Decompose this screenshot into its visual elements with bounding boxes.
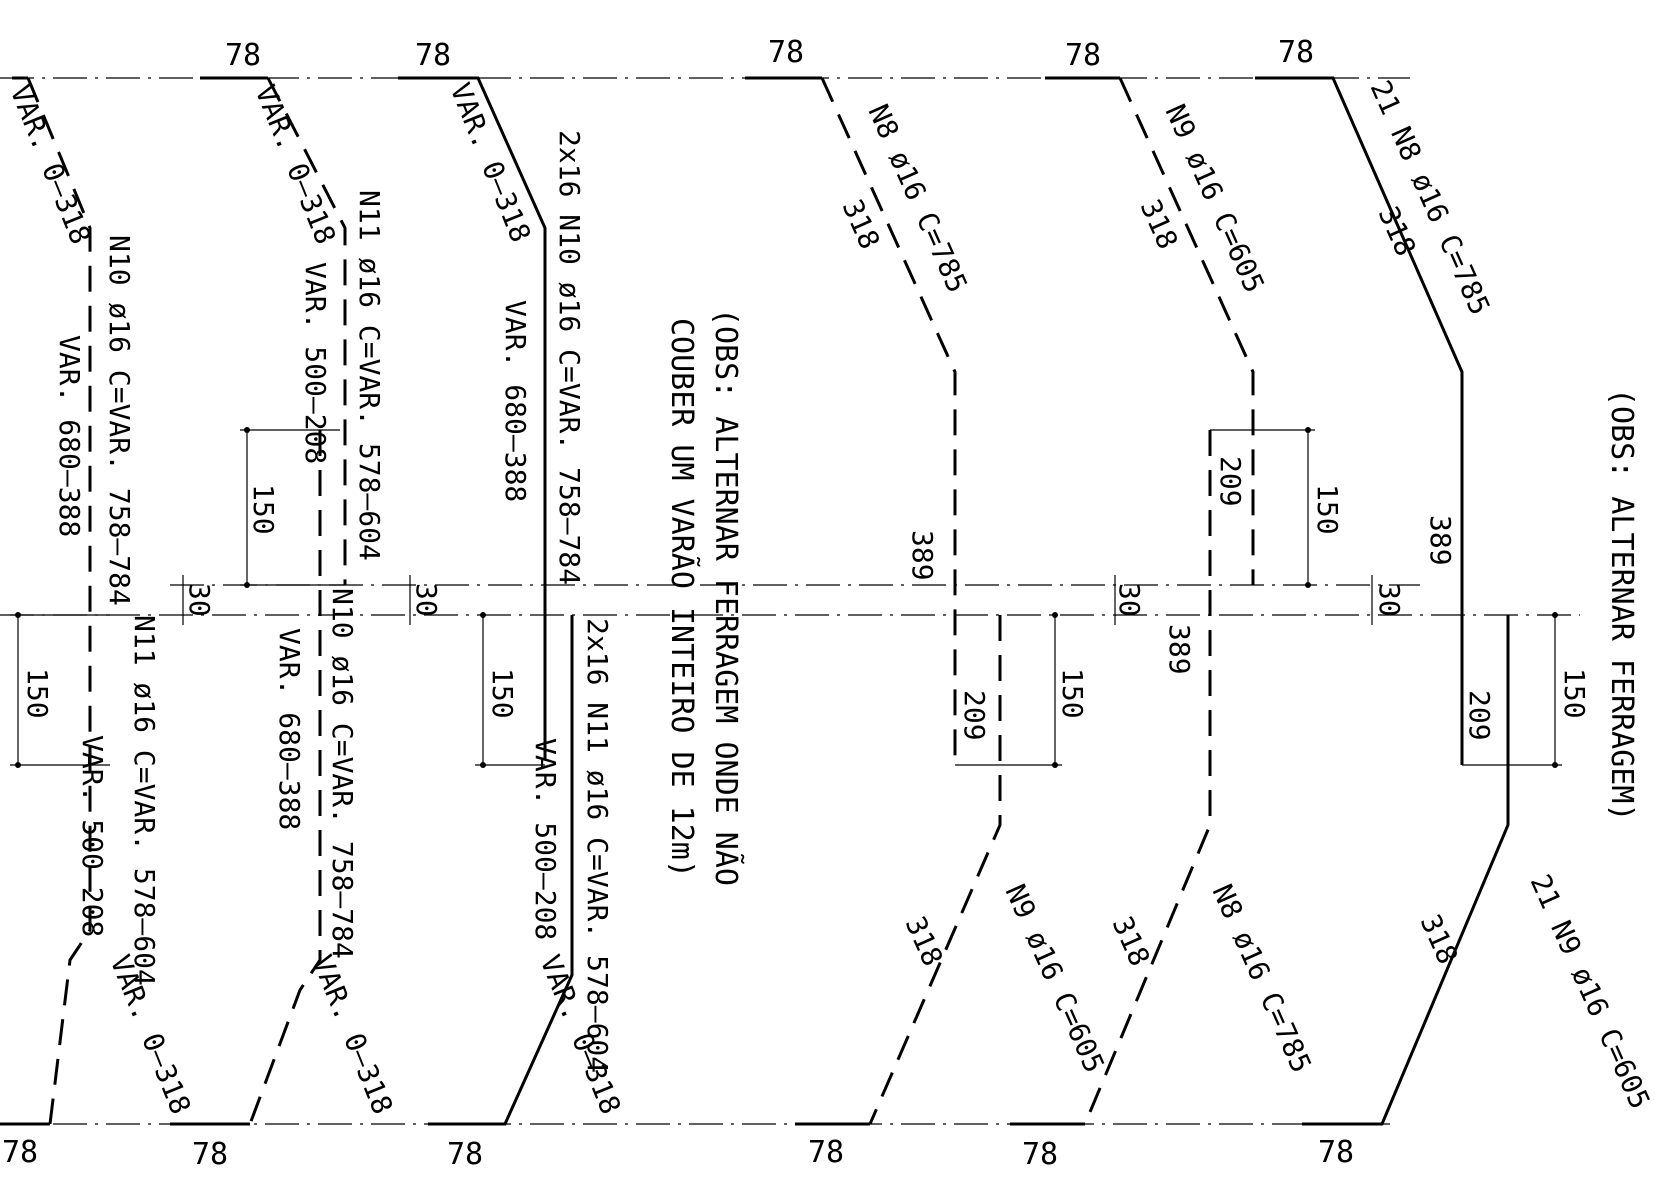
bar-2 xyxy=(170,76,347,1126)
bar-6-top-length: 318 xyxy=(1372,201,1423,261)
bar-5-mid-length: 209 xyxy=(1214,456,1247,507)
bar-1-var-label: VAR. 680–388 xyxy=(53,335,86,537)
dim-150-1: 150 xyxy=(21,668,54,719)
bar-2-label: N11 ø16 C=VAR. 578–604 xyxy=(353,190,386,561)
bar-5-low-length: 389 xyxy=(1163,624,1196,675)
dim-30-4: 30 xyxy=(1373,583,1406,617)
bar-3 xyxy=(398,76,574,1126)
bar-1-label: N10 ø16 C=VAR. 758–784 xyxy=(103,235,136,606)
bar-4-bottom-length: 318 xyxy=(899,911,950,971)
dim-150-4: 150 xyxy=(1056,668,1089,719)
dim-30-3: 30 xyxy=(1113,583,1146,617)
dim-150-3: 150 xyxy=(486,668,519,719)
bar-3-lower-var-label: VAR. 500–208 xyxy=(529,738,562,940)
bar-6-low-length: 209 xyxy=(1463,690,1496,741)
bar-3-label: 2x16 N10 ø16 C=VAR. 758–784 xyxy=(553,130,586,585)
bar-5-bottom-length: 318 xyxy=(1106,911,1157,971)
top-dim-2: 78 xyxy=(415,38,451,73)
bar-2-lower-var-label: VAR. 680–388 xyxy=(273,628,306,830)
bar-4-bottom-label: N9 ø16 C=605 xyxy=(999,879,1111,1077)
bar-1-lower-label: N11 ø16 C=VAR. 578–604 xyxy=(128,615,161,986)
bar-2-var-label: VAR. 500–208 xyxy=(299,262,332,464)
dim-150-2: 150 xyxy=(247,484,280,535)
bar-2-top-slope-label: VAR. 0–318 xyxy=(249,80,343,249)
bottom-dim-4: 78 xyxy=(808,1135,844,1170)
top-dim-1: 78 xyxy=(225,38,261,73)
bar-4 xyxy=(745,76,1002,1126)
bottom-dim-1: 78 xyxy=(2,1135,38,1170)
bar-5-bottom-label: N8 ø16 C=785 xyxy=(1206,879,1318,1077)
bar-1 xyxy=(0,76,92,1126)
bar-6-mid-length: 389 xyxy=(1424,515,1457,566)
bottom-dim-2: 78 xyxy=(192,1137,228,1172)
bottom-dim-5: 78 xyxy=(1022,1137,1058,1172)
top-dim-4: 78 xyxy=(1065,38,1101,73)
bar-6-top-label: 21 N8 ø16 C=785 xyxy=(1364,75,1497,319)
dim-30-1: 30 xyxy=(183,583,216,617)
bottom-dim-3: 78 xyxy=(447,1137,483,1172)
bar-2-lower-label: N10 ø16 C=VAR. 758–784 xyxy=(326,588,359,959)
obs-note-center-line-1: (OBS: ALTERNAR FERRAGEM ONDE NÃO xyxy=(708,308,744,886)
bar-4-top-label: N8 ø16 C=785 xyxy=(862,99,974,297)
top-dim-5: 78 xyxy=(1278,35,1314,70)
dim-30-2: 30 xyxy=(410,583,443,617)
bar-2-bottom-slope-label: VAR. 0–318 xyxy=(306,950,400,1119)
bar-5 xyxy=(1010,76,1255,1126)
bar-4-low-length: 209 xyxy=(958,690,991,741)
bar-4-mid-length: 389 xyxy=(906,530,939,581)
bottom-dim-6: 78 xyxy=(1318,1135,1354,1170)
top-dim-3: 78 xyxy=(768,35,804,70)
bar-1-lower-var-label: VAR. 500–208 xyxy=(76,735,109,937)
bar-3-var-label: VAR. 680–388 xyxy=(499,300,532,502)
bar-6-bottom-length: 318 xyxy=(1414,909,1465,969)
bar-6 xyxy=(1255,76,1510,1126)
obs-note-center-line-2: COUBER UM VARÃO INTEIRO DE 12m) xyxy=(664,318,700,878)
dim-150-6: 150 xyxy=(1558,668,1591,719)
bar-1-top-slope-label: VAR. 0–318 xyxy=(4,80,98,249)
obs-note-right: (OBS: ALTERNAR FERRAGEM) xyxy=(1604,388,1639,821)
dimension-lines xyxy=(10,427,1562,768)
bar-3-lower-label: 2x16 N11 ø16 C=VAR. 578–604 xyxy=(581,618,614,1073)
bar-6-bottom-label: 21 N9 ø16 C=605 xyxy=(1524,869,1657,1113)
dim-150-5: 150 xyxy=(1311,484,1344,535)
